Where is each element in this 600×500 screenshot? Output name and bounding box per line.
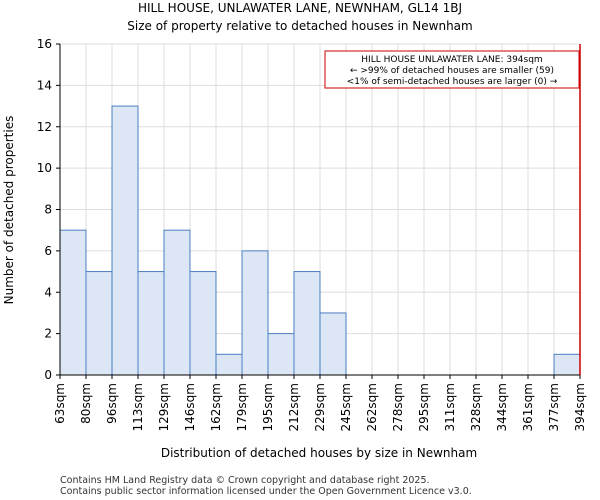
x-tick-label: 245sqm bbox=[339, 383, 353, 431]
x-tick-label: 344sqm bbox=[495, 383, 509, 431]
y-tick-label: 8 bbox=[44, 203, 52, 217]
annotation-line-1: HILL HOUSE UNLAWATER LANE: 394sqm bbox=[361, 55, 542, 65]
y-tick-label: 2 bbox=[44, 327, 52, 341]
x-tick-label: 229sqm bbox=[313, 383, 327, 431]
y-tick-label: 4 bbox=[44, 285, 52, 299]
footer-line-2: Contains public sector information licen… bbox=[60, 486, 472, 497]
bar bbox=[319, 312, 347, 376]
bar bbox=[137, 271, 165, 376]
x-tick-label: 262sqm bbox=[365, 383, 379, 431]
x-tick-label: 377sqm bbox=[547, 383, 561, 431]
x-tick-label: 278sqm bbox=[391, 383, 405, 431]
x-tick-label: 80sqm bbox=[79, 383, 93, 424]
footer-line-1: Contains HM Land Registry data © Crown c… bbox=[60, 475, 430, 486]
bar bbox=[293, 271, 321, 376]
chart-title: HILL HOUSE, UNLAWATER LANE, NEWNHAM, GL1… bbox=[138, 1, 462, 15]
y-tick-label: 10 bbox=[37, 161, 52, 175]
annotation-border bbox=[324, 50, 580, 89]
annotation-line-3: <1% of semi-detached houses are larger (… bbox=[347, 77, 558, 87]
x-tick-label: 212sqm bbox=[287, 383, 301, 431]
y-tick-label: 14 bbox=[37, 78, 52, 92]
bar bbox=[215, 353, 243, 376]
y-axis-label: Number of detached properties bbox=[2, 116, 16, 305]
x-axis-label: Distribution of detached houses by size … bbox=[161, 446, 477, 460]
bar bbox=[85, 271, 113, 376]
bar bbox=[59, 229, 87, 376]
x-tick-label: 96sqm bbox=[105, 383, 119, 424]
x-tick-label: 113sqm bbox=[131, 383, 145, 431]
x-tick-label: 361sqm bbox=[521, 383, 535, 431]
y-tick-label: 6 bbox=[44, 244, 52, 258]
x-tick-label: 394sqm bbox=[573, 383, 587, 431]
x-tick-label: 63sqm bbox=[53, 383, 67, 424]
ticks-layer: 0 2 4 6 8 10 12 14 16 63sqm 80sqm 96sqm 113sqm 129sqm… bbox=[37, 37, 587, 431]
bar bbox=[111, 105, 139, 376]
bar bbox=[553, 353, 581, 376]
x-tick-label: 311sqm bbox=[443, 383, 457, 431]
y-tick-label: 12 bbox=[37, 120, 52, 134]
annotation-box: HILL HOUSE UNLAWATER LANE: 394sqm ← >99%… bbox=[324, 50, 580, 89]
chart-subtitle: Size of property relative to detached ho… bbox=[127, 19, 472, 33]
x-tick-label: 179sqm bbox=[235, 383, 249, 431]
x-tick-label: 295sqm bbox=[417, 383, 431, 431]
y-tick-label: 16 bbox=[37, 37, 52, 51]
bars-layer bbox=[59, 105, 581, 376]
annotation-line-2: ← >99% of detached houses are smaller (5… bbox=[350, 66, 554, 76]
x-tick-label: 328sqm bbox=[469, 383, 483, 431]
bar bbox=[189, 271, 217, 376]
x-tick-label: 162sqm bbox=[209, 383, 223, 431]
y-tick-label: 0 bbox=[44, 368, 52, 382]
bar bbox=[267, 333, 295, 376]
x-tick-label: 146sqm bbox=[183, 383, 197, 431]
bar bbox=[163, 229, 191, 376]
x-tick-label: 129sqm bbox=[157, 383, 171, 431]
x-tick-label: 195sqm bbox=[261, 383, 275, 431]
bar bbox=[241, 250, 269, 376]
